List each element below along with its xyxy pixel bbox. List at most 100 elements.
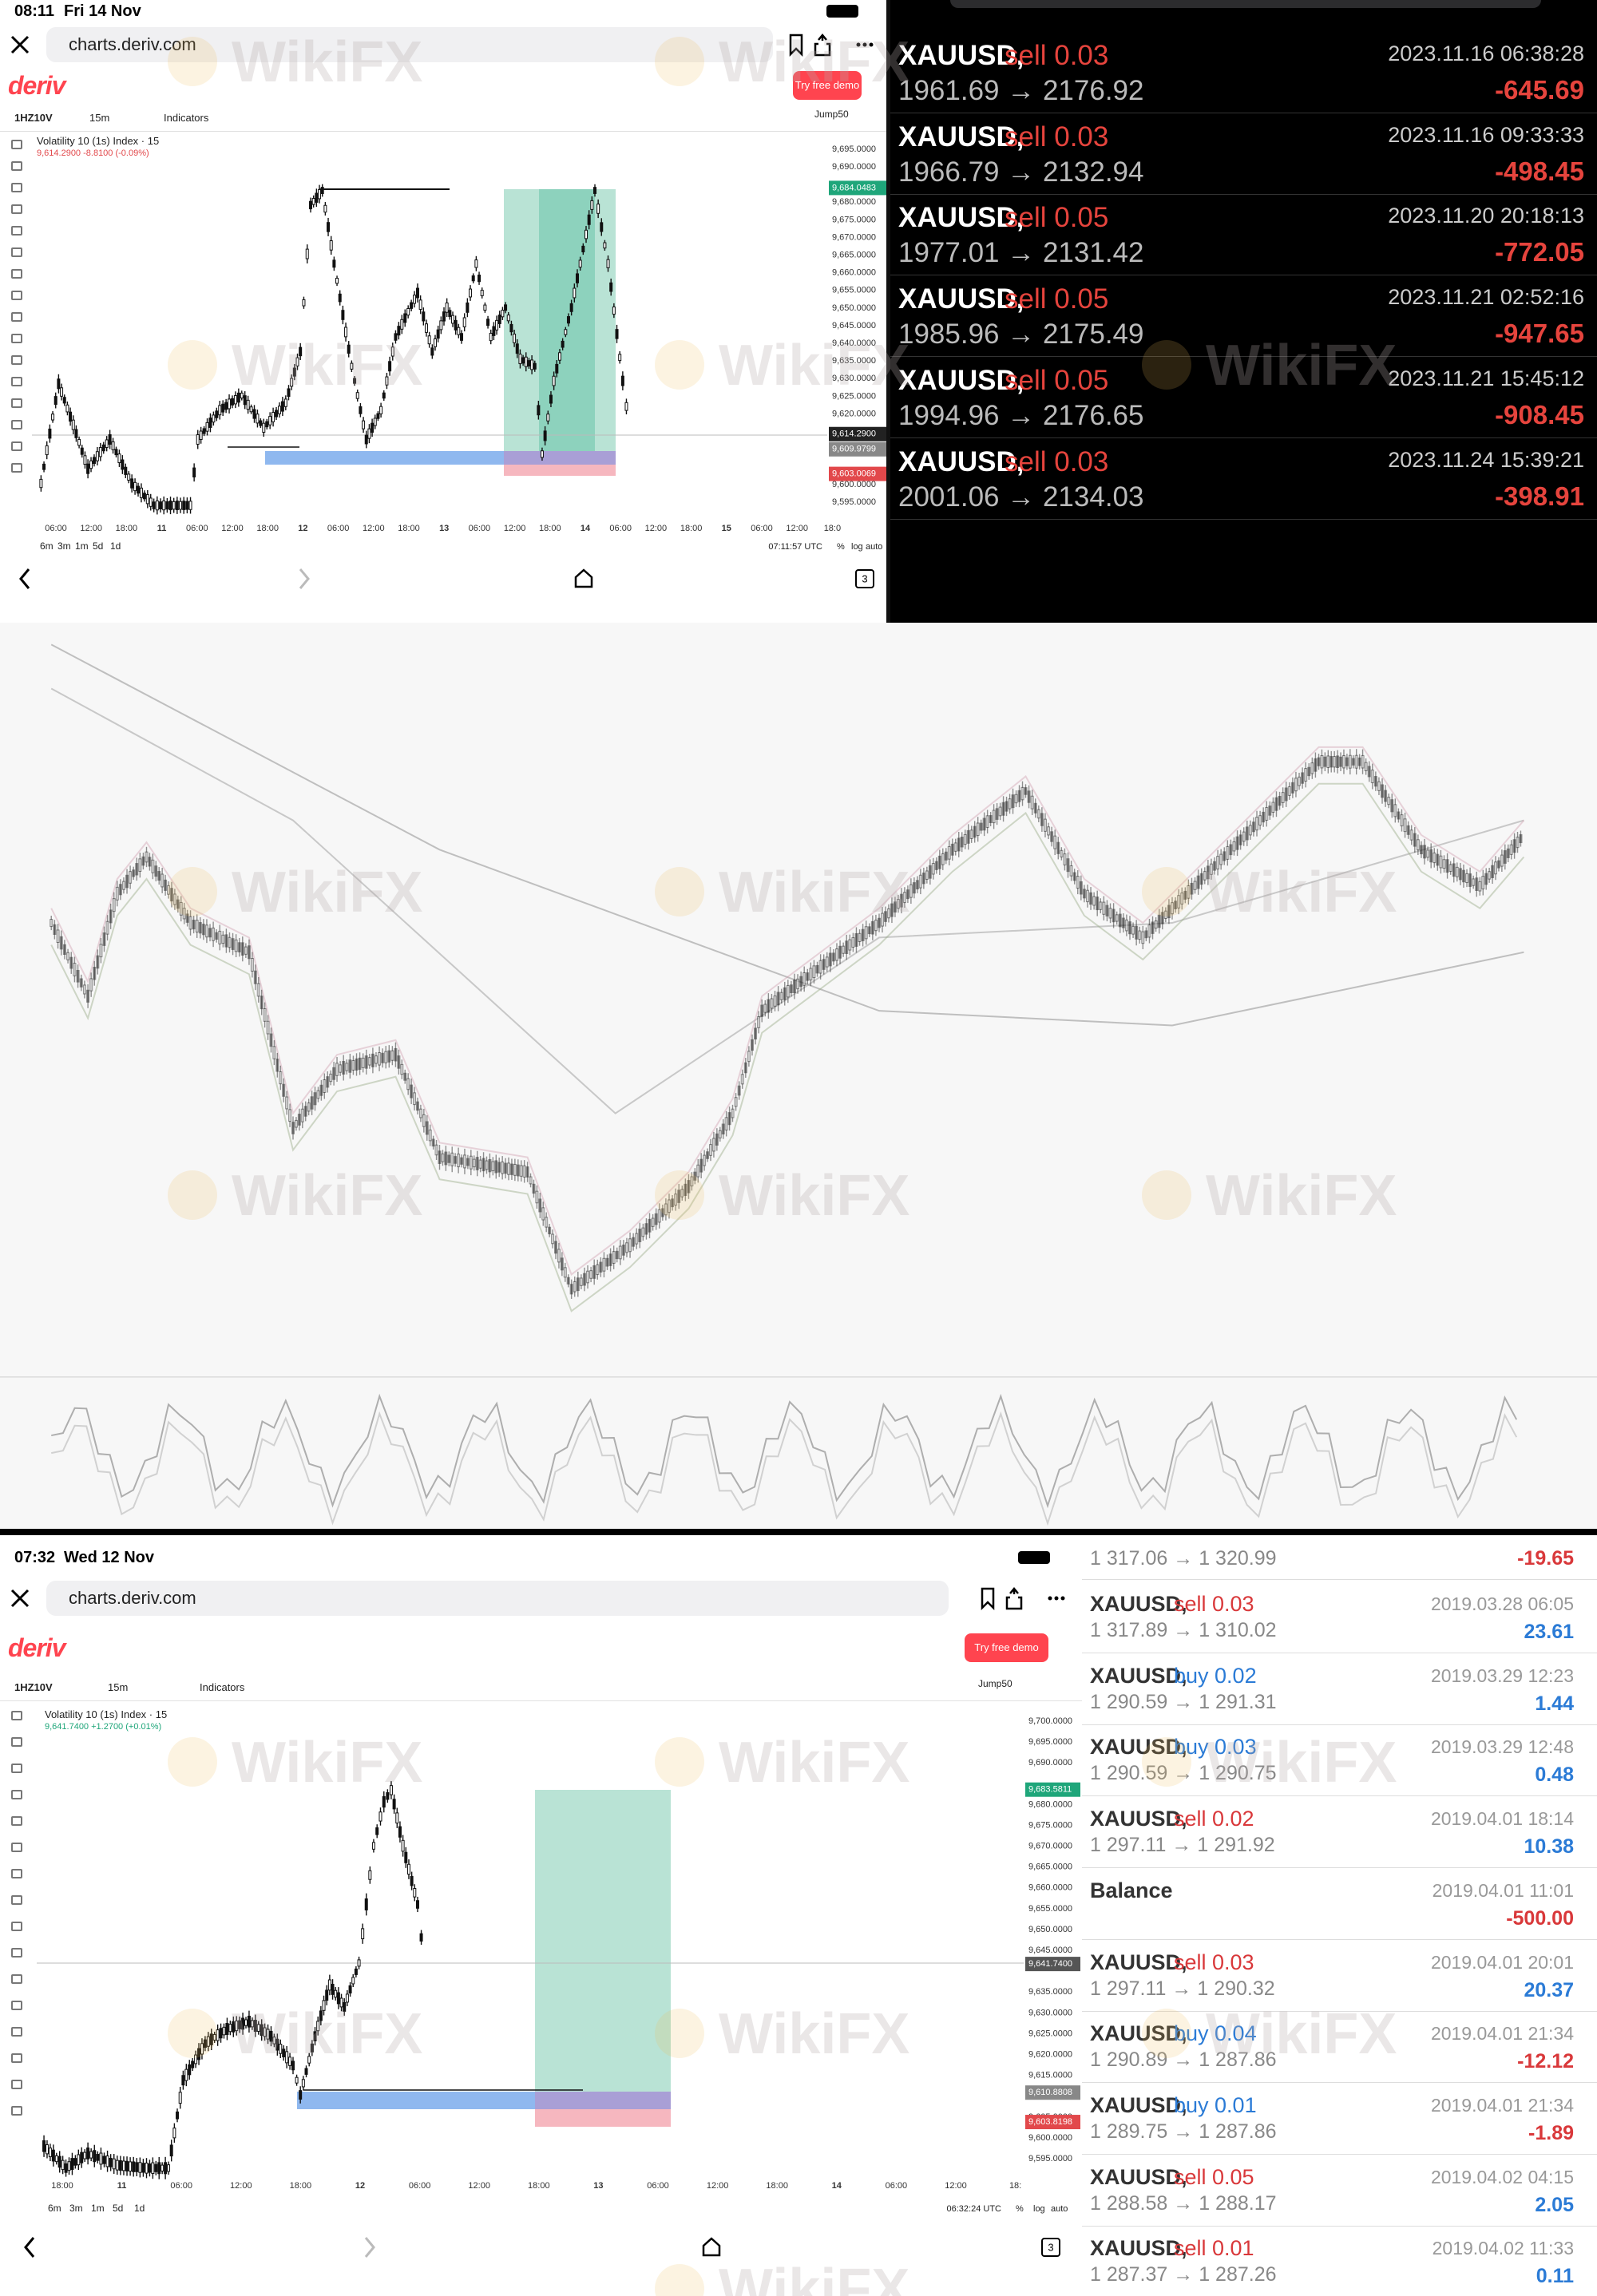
tool-icon[interactable] <box>11 1869 22 1878</box>
candle-body <box>947 845 951 860</box>
tool-icon[interactable] <box>11 1843 22 1852</box>
tool-icon[interactable] <box>11 2001 22 2010</box>
candle-body <box>1076 876 1080 889</box>
tool-icon[interactable] <box>11 2080 22 2089</box>
trade-side: sell 0.03 <box>1005 445 1109 477</box>
tool-icon[interactable] <box>11 463 22 473</box>
indicators-button[interactable]: Indicators <box>200 1681 245 1693</box>
trade-symbol[interactable]: XAUUSD, <box>1090 1807 1187 1831</box>
candle-body <box>573 1281 577 1292</box>
tool-icon[interactable] <box>11 204 22 214</box>
interval[interactable]: 15m <box>89 112 110 124</box>
trade-symbol[interactable]: XAUUSD, <box>1090 1735 1187 1760</box>
trade-symbol[interactable]: XAUUSD, <box>1090 1592 1187 1616</box>
trade-symbol[interactable]: XAUUSD, <box>1090 2092 1187 2117</box>
tool-icon[interactable] <box>11 1816 22 1826</box>
candle-body <box>1290 782 1294 794</box>
tool-icon[interactable] <box>11 1711 22 1720</box>
candle-body <box>415 287 419 299</box>
indicators-button[interactable]: Indicators <box>164 112 209 124</box>
tool-icon[interactable] <box>11 291 22 300</box>
demo-button[interactable] <box>965 1633 1048 1662</box>
candle-body <box>115 2159 119 2171</box>
trade-symbol[interactable]: XAUUSD, <box>1090 2236 1187 2261</box>
trade-symbol[interactable]: XAUUSD, <box>898 445 1024 477</box>
home-icon <box>574 568 593 588</box>
candle-body <box>218 930 222 944</box>
tool-icon[interactable] <box>11 2053 22 2063</box>
tool-icon[interactable] <box>11 1737 22 1747</box>
trade-symbol[interactable]: XAUUSD, <box>1090 1663 1187 1688</box>
candle-body <box>39 478 43 489</box>
row-divider <box>1082 1579 1597 1580</box>
candle-body <box>265 421 269 428</box>
candle-body <box>1036 809 1040 819</box>
candle-body <box>172 2128 176 2139</box>
tool-icon[interactable] <box>11 1764 22 1773</box>
candle-body <box>387 1050 391 1063</box>
trade-symbol[interactable]: XAUUSD, <box>1090 2021 1187 2046</box>
candle-body <box>708 1144 712 1156</box>
tool-icon[interactable] <box>11 2106 22 2116</box>
trade-symbol[interactable]: XAUUSD, <box>898 40 1024 71</box>
time-axis-label: 06:00 <box>751 524 773 533</box>
candle-body <box>259 420 263 426</box>
tool-icon[interactable] <box>11 1948 22 1958</box>
demo-button[interactable] <box>793 71 862 100</box>
candle-body <box>188 501 192 510</box>
tool-icon[interactable] <box>11 183 22 192</box>
candle-body <box>1419 845 1423 855</box>
candle-body <box>521 357 525 364</box>
trade-symbol[interactable]: XAUUSD, <box>898 283 1024 315</box>
url-bar[interactable] <box>46 1581 949 1616</box>
candle-body <box>1348 754 1352 769</box>
candle-body <box>979 822 983 831</box>
tool-icon[interactable] <box>11 1895 22 1905</box>
candle-body <box>145 2162 149 2174</box>
candle-body <box>687 1180 691 1194</box>
tool-icon[interactable] <box>11 441 22 451</box>
tool-icon[interactable] <box>11 355 22 365</box>
tool-icon[interactable] <box>11 377 22 386</box>
candle-body <box>313 2031 317 2041</box>
candle-body <box>137 485 141 494</box>
tool-icon[interactable] <box>11 161 22 171</box>
candle-body <box>244 2019 248 2026</box>
candle-body <box>690 1176 694 1187</box>
tool-icon[interactable] <box>11 247 22 257</box>
trade-symbol[interactable]: XAUUSD, <box>898 364 1024 396</box>
tool-icon[interactable] <box>11 226 22 236</box>
time-axis-label: 14 <box>832 2181 842 2191</box>
candle-body <box>74 429 78 438</box>
tool-icon[interactable] <box>11 269 22 279</box>
candle-body <box>915 880 919 890</box>
tool-icon[interactable] <box>11 140 22 149</box>
candle-body <box>1439 855 1443 869</box>
jump-selector[interactable]: Jump50 <box>978 1678 1012 1689</box>
candle-body <box>1484 873 1488 885</box>
trade-symbol[interactable]: XAUUSD, <box>898 202 1024 234</box>
tool-icon[interactable] <box>11 334 22 343</box>
tool-icon[interactable] <box>11 398 22 408</box>
tool-icon[interactable] <box>11 1922 22 1931</box>
candle-body <box>615 329 619 339</box>
candle-body <box>469 288 473 298</box>
close-icon <box>10 1589 30 1608</box>
candle-body <box>344 327 348 338</box>
trade-symbol[interactable]: XAUUSD, <box>1090 1950 1187 1974</box>
time-axis-label: 12:00 <box>786 524 808 533</box>
trade-time: 2019.04.01 21:34 <box>1430 2023 1574 2045</box>
tool-icon[interactable] <box>11 2027 22 2037</box>
url-bar[interactable] <box>46 27 773 62</box>
interval[interactable]: 15m <box>108 1681 129 1693</box>
watermark: WikiFX <box>1206 861 1397 924</box>
tool-icon[interactable] <box>11 312 22 322</box>
jump-selector[interactable]: Jump50 <box>814 109 849 120</box>
tool-icon[interactable] <box>11 1790 22 1799</box>
trade-symbol[interactable]: XAUUSD, <box>1090 2164 1187 2189</box>
trade-symbol[interactable]: XAUUSD, <box>898 121 1024 152</box>
tool-icon[interactable] <box>11 420 22 430</box>
trade-symbol[interactable]: Balance <box>1090 1878 1173 1902</box>
tool-icon[interactable] <box>11 1974 22 1984</box>
candle-body <box>462 1154 466 1169</box>
